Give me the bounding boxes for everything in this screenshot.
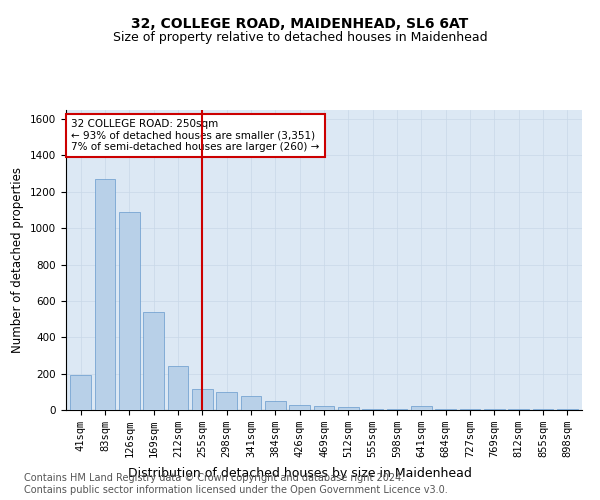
Bar xyxy=(70,376,91,410)
Text: Contains HM Land Registry data © Crown copyright and database right 2024.
Contai: Contains HM Land Registry data © Crown c… xyxy=(24,474,448,495)
Bar xyxy=(436,409,456,410)
Text: Size of property relative to detached houses in Maidenhead: Size of property relative to detached ho… xyxy=(113,31,487,44)
Bar xyxy=(143,312,164,410)
Bar xyxy=(167,366,188,410)
Bar xyxy=(338,408,359,410)
Y-axis label: Number of detached properties: Number of detached properties xyxy=(11,167,25,353)
Text: 32, COLLEGE ROAD, MAIDENHEAD, SL6 6AT: 32, COLLEGE ROAD, MAIDENHEAD, SL6 6AT xyxy=(131,18,469,32)
Bar xyxy=(289,404,310,410)
Bar xyxy=(386,409,407,410)
Bar xyxy=(460,409,481,410)
Bar xyxy=(119,212,140,410)
Bar xyxy=(95,179,115,410)
Bar xyxy=(508,409,529,410)
Bar xyxy=(362,409,383,410)
Bar xyxy=(557,409,578,410)
Bar xyxy=(314,406,334,410)
Bar xyxy=(484,409,505,410)
Bar xyxy=(533,409,553,410)
Bar xyxy=(241,396,262,410)
Bar xyxy=(216,392,237,410)
Bar xyxy=(192,389,212,410)
Text: 32 COLLEGE ROAD: 250sqm
← 93% of detached houses are smaller (3,351)
7% of semi-: 32 COLLEGE ROAD: 250sqm ← 93% of detache… xyxy=(71,119,320,152)
Text: Distribution of detached houses by size in Maidenhead: Distribution of detached houses by size … xyxy=(128,468,472,480)
Bar xyxy=(265,401,286,410)
Bar xyxy=(411,406,432,410)
